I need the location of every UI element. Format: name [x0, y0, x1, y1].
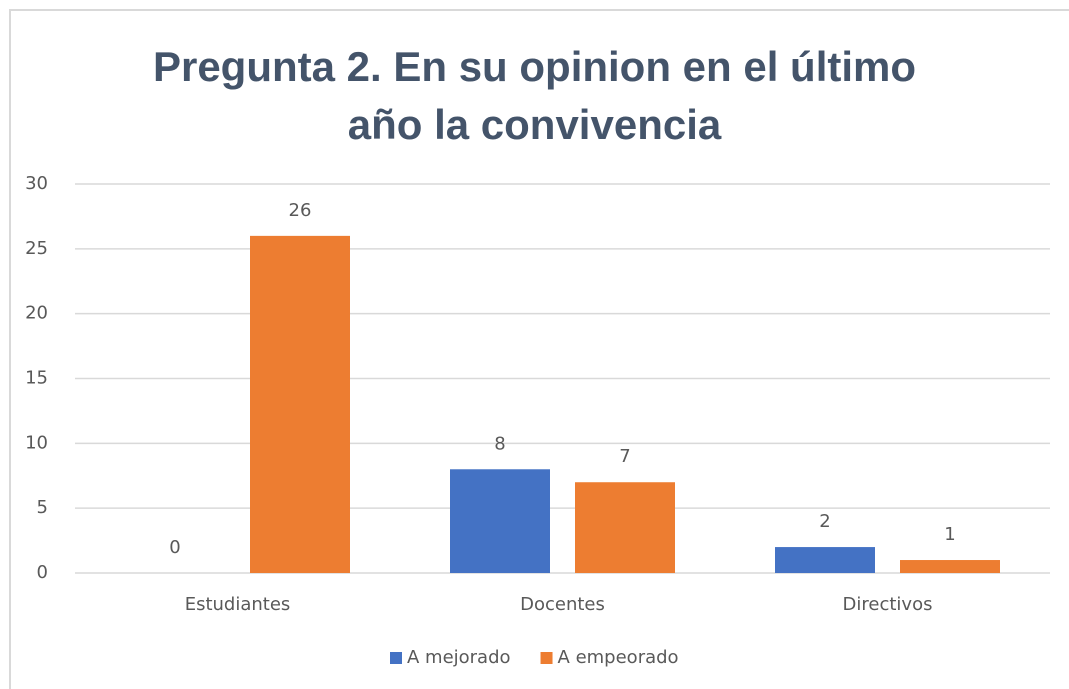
bar — [775, 547, 875, 573]
y-tick-label: 30 — [25, 173, 48, 194]
data-label: 26 — [289, 200, 312, 221]
bar — [250, 235, 350, 573]
y-tick-label: 20 — [25, 303, 48, 324]
chart-title: Pregunta 2. En su opinion en el último a… — [152, 43, 917, 148]
bar — [900, 560, 1000, 573]
data-label: 8 — [494, 433, 505, 454]
legend-swatch — [540, 652, 553, 664]
y-tick-label: 15 — [25, 368, 48, 389]
legend-label: A empeorado — [558, 647, 679, 668]
chart-frame — [9, 9, 1069, 689]
y-tick-label: 5 — [37, 497, 48, 518]
legend-swatch — [390, 652, 402, 664]
x-tick-label: Docentes — [520, 594, 605, 615]
bar — [575, 482, 675, 573]
data-label: 0 — [169, 537, 180, 558]
legend-label: A mejorado — [407, 647, 511, 668]
bar — [450, 469, 550, 573]
data-label: 2 — [819, 511, 830, 532]
y-tick-label: 0 — [37, 562, 48, 583]
x-tick-label: Directivos — [843, 594, 933, 615]
y-tick-label: 10 — [25, 432, 48, 453]
x-tick-label: Estudiantes — [185, 594, 291, 615]
title-box: Pregunta 2. En su opinion en el último a… — [0, 38, 1069, 154]
data-label: 7 — [619, 446, 630, 467]
data-label: 1 — [944, 524, 955, 545]
y-tick-label: 25 — [25, 238, 48, 259]
